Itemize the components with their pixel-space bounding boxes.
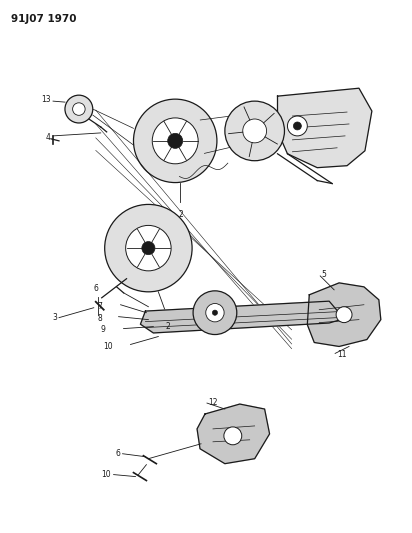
Text: 12: 12 (208, 398, 218, 407)
Circle shape (336, 306, 352, 322)
Circle shape (152, 118, 198, 164)
Text: 8: 8 (98, 314, 103, 323)
Text: 3: 3 (52, 313, 57, 322)
Polygon shape (278, 88, 372, 168)
Circle shape (73, 103, 85, 115)
Circle shape (243, 119, 267, 143)
Text: 9: 9 (101, 325, 106, 334)
Circle shape (126, 225, 171, 271)
Text: 91J07 1970: 91J07 1970 (11, 14, 77, 23)
Text: 13: 13 (42, 95, 51, 103)
Polygon shape (307, 283, 381, 346)
Text: 6: 6 (116, 449, 121, 458)
Text: 7: 7 (98, 302, 103, 311)
Circle shape (225, 101, 284, 161)
Circle shape (288, 116, 307, 136)
Text: 5: 5 (321, 270, 326, 279)
Circle shape (133, 99, 217, 183)
Circle shape (65, 95, 93, 123)
Polygon shape (140, 301, 344, 333)
Circle shape (293, 122, 301, 130)
Text: 11: 11 (337, 350, 346, 359)
Text: 2: 2 (179, 211, 183, 220)
Circle shape (168, 133, 183, 148)
Circle shape (193, 291, 237, 335)
Circle shape (206, 303, 224, 322)
Text: 10: 10 (103, 342, 112, 351)
Text: 10: 10 (101, 470, 111, 479)
Text: 2: 2 (166, 321, 171, 330)
Text: 4: 4 (45, 133, 50, 142)
Circle shape (105, 205, 192, 292)
Circle shape (212, 310, 218, 316)
Polygon shape (197, 404, 269, 464)
Text: 6: 6 (94, 284, 99, 293)
Circle shape (224, 427, 242, 445)
Circle shape (142, 241, 155, 255)
